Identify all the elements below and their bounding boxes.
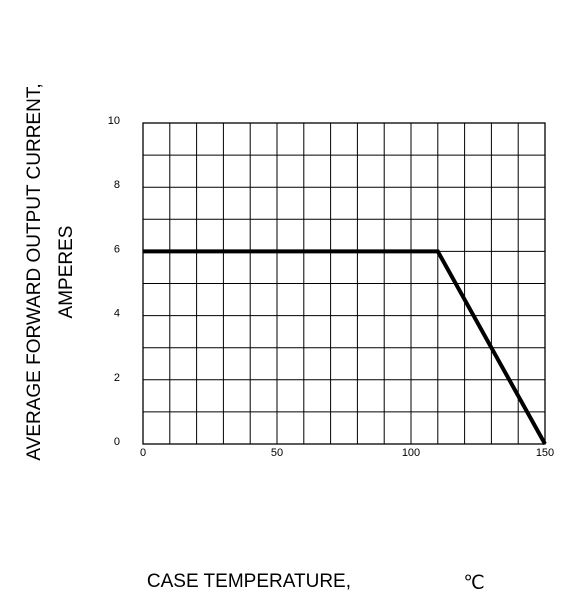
x-axis-unit: ℃ bbox=[463, 573, 484, 594]
y-tick-labels: 0 2 4 6 8 10 bbox=[108, 115, 120, 448]
y-tick-label: 4 bbox=[114, 308, 120, 320]
series-line bbox=[143, 249, 547, 445]
y-axis-title-line1: AVERAGE FORWARD OUTPUT CURRENT, bbox=[24, 83, 45, 460]
y-tick-label: 8 bbox=[114, 179, 120, 191]
x-axis-title: CASE TEMPERATURE, bbox=[147, 571, 351, 592]
x-tick-label: 50 bbox=[271, 447, 283, 459]
grid-lines bbox=[143, 123, 545, 444]
y-tick-label: 2 bbox=[114, 372, 120, 384]
x-tick-label: 0 bbox=[140, 447, 146, 459]
y-axis-title-line2: AMPERES bbox=[56, 226, 77, 319]
plot-area-frame bbox=[142, 122, 546, 445]
y-tick-label: 6 bbox=[114, 243, 120, 255]
y-tick-label: 0 bbox=[114, 436, 120, 448]
x-tick-label: 150 bbox=[536, 447, 554, 459]
y-tick-label: 10 bbox=[108, 115, 120, 127]
x-tick-labels: 0 50 100 150 bbox=[140, 447, 554, 459]
x-tick-label: 100 bbox=[402, 447, 420, 459]
